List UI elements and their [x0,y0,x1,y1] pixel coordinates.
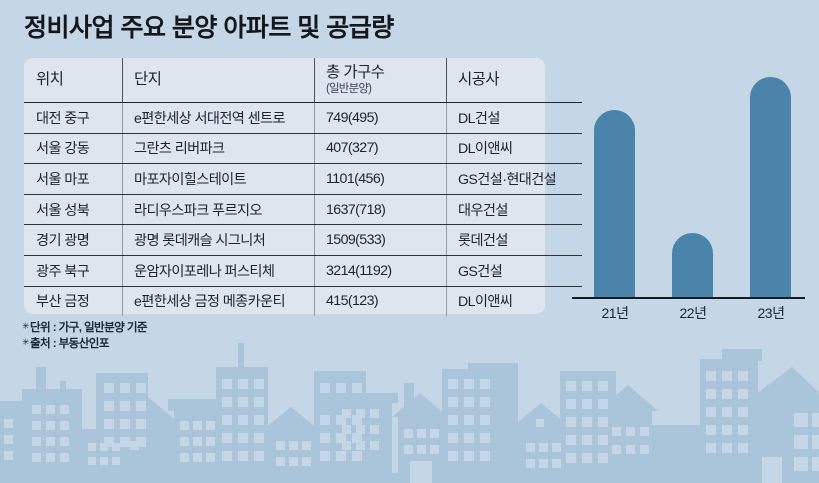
x-tick-label-22: 22년 [679,305,707,321]
city-skyline-illustration [0,343,819,483]
cell-location: 서울 마포 [24,163,123,195]
bar-23 [750,77,791,297]
footnote-source: ✳출처 : 부동산인포 [22,336,147,352]
cell-households: 415(123) [314,286,447,317]
cell-households: 3214(1192) [314,255,447,287]
cell-location: 경기 광명 [24,224,123,256]
apartment-supply-table: 위치 단지 총 가구수 (일반분양) 시공사 대전 중구 e편한세상 서대전역 … [24,58,582,317]
table-row: 서울 마포 마포자이힐스테이트 1101(456) GS건설·현대건설 [24,163,582,195]
cell-complex: 운암자이포레나 퍼스티체 [122,255,315,287]
footnote-unit: ✳단위 : 가구, 일반분양 기준 [22,320,148,336]
cell-builder: GS건설·현대건설 [446,163,582,195]
footnote-source-text: 출처 : 부동산인포 [29,337,110,351]
column-header-builder: 시공사 [446,58,582,103]
table-row: 경기 광명 광명 롯데캐슬 시그니처 1509(533) 롯데건설 [24,224,582,256]
cell-complex: 광명 롯데캐슬 시그니처 [122,224,315,256]
asterisk-icon: ✳ [22,321,30,331]
cell-builder: DL이앤씨 [446,133,582,165]
table-row: 부산 금정 e편한세상 금정 메종카운티 415(123) DL이앤씨 [24,286,582,317]
table-header-row: 위치 단지 총 가구수 (일반분양) 시공사 [24,58,582,103]
column-header-households-label: 총 가구수 [326,64,385,82]
column-header-complex-label: 단지 [134,70,162,88]
cell-builder: 롯데건설 [446,224,582,256]
supply-bar-chart: 3만3231 2만7856 3만4112 21년 22년 23년 [560,20,819,321]
table-row: 대전 중구 e편한세상 서대전역 센트로 749(495) DL건설 [24,102,582,134]
column-header-location: 위치 [24,58,123,103]
cell-complex: 라디우스파크 푸르지오 [122,194,315,226]
table-row: 서울 성북 라디우스파크 푸르지오 1637(718) 대우건설 [24,194,582,226]
chart-baseline-axis [572,297,805,299]
bar-21 [594,110,635,297]
cell-builder: DL건설 [446,102,582,134]
table-row: 광주 북구 운암자이포레나 퍼스티체 3214(1192) GS건설 [24,255,582,287]
cell-households: 1101(456) [314,163,447,195]
table-body: 대전 중구 e편한세상 서대전역 센트로 749(495) DL건설 서울 강동… [24,102,582,317]
column-header-households-sublabel: (일반분양) [326,82,372,95]
asterisk-icon: ✳ [22,337,30,348]
x-tick-label-23: 23년 [757,305,785,321]
table-header: 위치 단지 총 가구수 (일반분양) 시공사 [24,58,582,103]
x-tick-label-21: 21년 [601,305,629,321]
column-header-households: 총 가구수 (일반분양) [314,58,447,103]
cell-location: 부산 금정 [36,294,90,311]
cell-households: 1509(533) [314,224,447,256]
cell-builder: GS건설 [446,255,582,287]
cell-households: 749(495) [314,102,447,134]
column-header-builder-label: 시공사 [458,70,500,88]
footnote-unit-text: 단위 : 가구, 일반분양 기준 [29,321,148,334]
cell-complex: e편한세상 금정 메종카운티 [122,286,315,317]
cell-households: 407(327) [314,133,447,165]
cell-location: 서울 성북 [24,194,123,226]
cell-complex: 그란츠 리버파크 [122,133,315,165]
page-title: 정비사업 주요 분양 아파트 및 공급량 [24,14,394,42]
cell-location: 광주 북구 [24,255,123,287]
column-header-location-label: 위치 [36,70,64,88]
column-header-complex: 단지 [122,58,315,103]
cell-builder: 대우건설 [446,194,582,226]
cell-complex: e편한세상 서대전역 센트로 [122,102,315,134]
cell-households: 1637(718) [314,194,447,226]
cell-complex: 마포자이힐스테이트 [122,163,315,195]
table-row: 서울 강동 그란츠 리버파크 407(327) DL이앤씨 [24,133,582,165]
bar-22 [672,233,713,297]
cell-builder: DL이앤씨 [446,286,582,317]
cell-location: 서울 강동 [24,133,123,165]
cell-location: 대전 중구 [24,102,123,134]
footnotes: ✳단위 : 가구, 일반분양 기준 ✳출처 : 부동산인포 [22,320,148,353]
